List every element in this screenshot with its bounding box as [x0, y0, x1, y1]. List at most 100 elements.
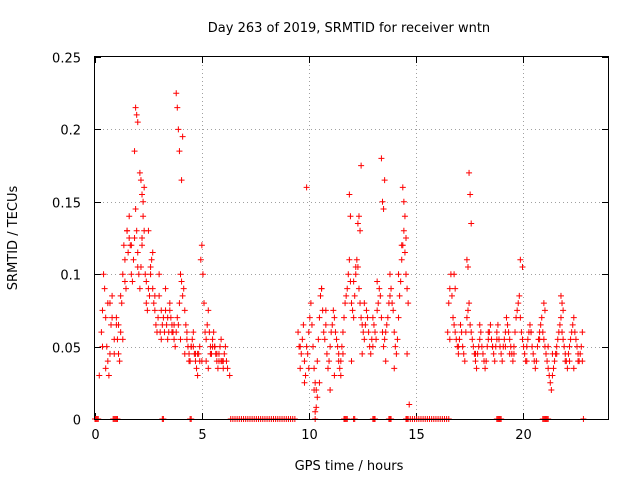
data-point: [404, 285, 411, 292]
data-point: [448, 292, 455, 299]
data-point: [118, 300, 125, 307]
data-point: [491, 358, 498, 365]
data-point: [308, 321, 315, 328]
data-point: [339, 329, 346, 336]
data-point: [111, 336, 118, 343]
data-point: [180, 285, 187, 292]
data-point: [343, 292, 350, 299]
data-point: [472, 350, 479, 357]
data-point: [406, 401, 413, 408]
data-point: [360, 329, 367, 336]
data-point: [467, 321, 474, 328]
data-point: [203, 336, 210, 343]
data-point: [569, 321, 576, 328]
data-point: [557, 314, 564, 321]
data-point: [131, 235, 138, 241]
data-point: [567, 336, 574, 343]
data-point: [493, 336, 500, 343]
data-point: [521, 350, 528, 357]
data-point: [298, 350, 305, 357]
data-point: [347, 213, 354, 220]
data-point: [345, 271, 352, 278]
data-point: [401, 213, 408, 220]
data-point: [166, 300, 173, 307]
data-point: [374, 278, 381, 285]
data-point: [305, 365, 312, 372]
data-point: [403, 235, 410, 241]
data-point: [446, 285, 453, 292]
data-point: [455, 343, 462, 350]
data-point: [331, 314, 338, 321]
data-point: [318, 285, 325, 292]
data-point: [315, 336, 322, 343]
data-point: [174, 104, 181, 111]
data-point: [196, 358, 203, 365]
data-point: [485, 329, 492, 336]
data-point: [374, 307, 381, 314]
data-point: [174, 314, 181, 321]
data-point: [376, 285, 383, 292]
data-point: [222, 343, 229, 350]
data-point: [162, 285, 169, 292]
data-point: [134, 249, 141, 256]
data-point: [152, 321, 159, 328]
data-point: [572, 336, 579, 343]
data-point: [139, 235, 146, 241]
data-point: [570, 314, 577, 321]
data-point: [335, 358, 342, 365]
data-point: [333, 336, 340, 343]
data-point: [101, 285, 108, 292]
data-point: [332, 329, 339, 336]
data-point: [316, 379, 323, 386]
data-point: [193, 365, 200, 372]
data-point: [164, 336, 171, 343]
data-point: [444, 329, 451, 336]
data-point: [553, 343, 560, 350]
data-point: [166, 307, 173, 314]
data-point: [104, 300, 111, 307]
data-point: [373, 336, 380, 343]
data-point: [498, 350, 505, 357]
y-tick-label: 0.05: [52, 342, 81, 357]
data-point: [390, 307, 397, 314]
data-point: [301, 379, 308, 386]
data-point: [144, 307, 151, 314]
data-point: [147, 271, 154, 278]
data-point: [176, 148, 183, 155]
data-point: [388, 285, 395, 292]
data-point: [446, 336, 453, 343]
data-point: [472, 358, 479, 365]
data-point: [140, 198, 147, 205]
data-point: [329, 321, 336, 328]
data-point: [102, 365, 109, 372]
x-tick-label: 5: [198, 428, 206, 443]
data-point: [348, 300, 355, 307]
data-point: [457, 321, 464, 328]
data-point: [136, 285, 143, 292]
data-point: [519, 336, 526, 343]
data-point: [392, 343, 399, 350]
data-point: [139, 191, 146, 198]
data-point: [451, 321, 458, 328]
data-point: [190, 329, 197, 336]
data-point: [313, 404, 320, 411]
data-point: [490, 350, 497, 357]
data-point: [173, 90, 180, 97]
data-point: [344, 285, 351, 292]
data-point: [181, 350, 188, 357]
data-point: [540, 300, 547, 307]
data-point: [386, 271, 393, 278]
data-point: [155, 314, 162, 321]
data-point: [382, 329, 389, 336]
data-point: [557, 292, 564, 299]
data-point: [399, 184, 406, 191]
data-point: [378, 155, 385, 162]
data-point: [199, 271, 206, 278]
data-point: [125, 249, 132, 256]
data-point: [321, 336, 328, 343]
data-point: [365, 329, 372, 336]
data-point: [192, 350, 199, 357]
data-point: [150, 300, 157, 307]
data-point: [466, 169, 473, 176]
